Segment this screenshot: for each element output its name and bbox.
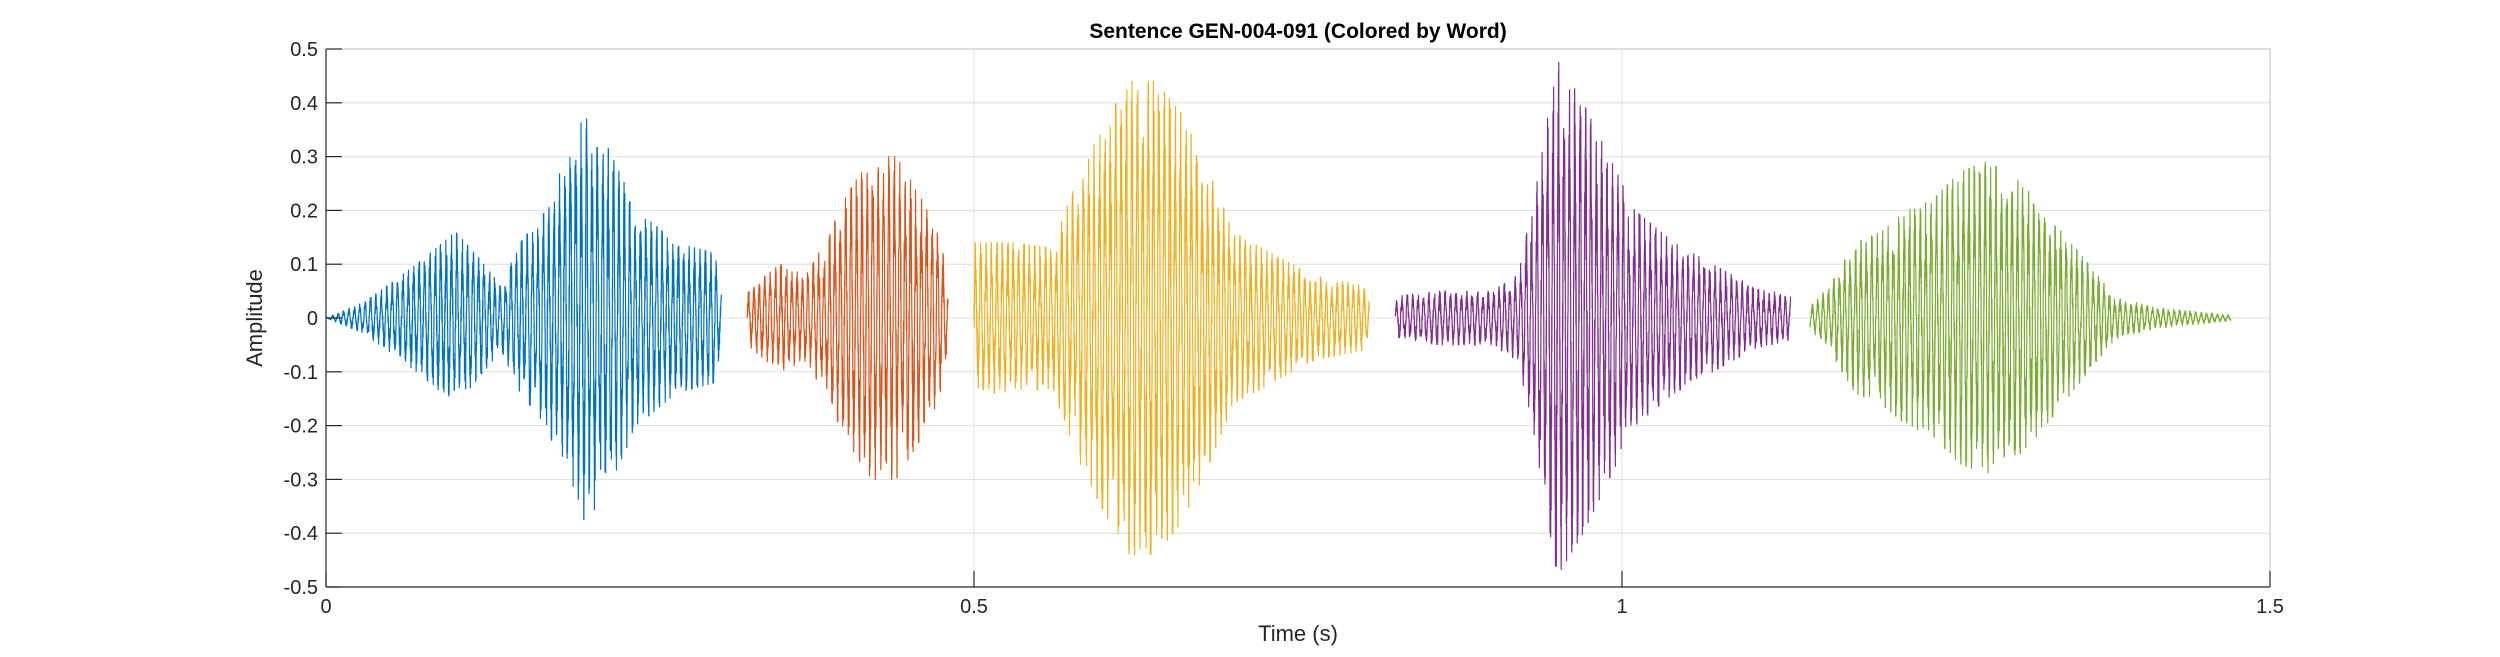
chart-title: Sentence GEN-004-091 (Colored by Word) — [1089, 20, 1506, 43]
y-tick-label: 0.2 — [290, 200, 318, 222]
y-tick-label: -0.2 — [284, 416, 318, 438]
tick-label-layer: 0 0.5 1 1.5 0.5 0.4 0.3 0.2 0.1 0 -0.1 -0.2 -0.3 -0.4… — [284, 39, 2284, 618]
y-tick-label: 0.3 — [290, 147, 318, 169]
y-tick-label: 0 — [307, 308, 318, 330]
y-tick-label: 0.4 — [290, 93, 318, 115]
word-waveform-1 — [325, 118, 722, 521]
word-waveform-3 — [973, 80, 1370, 556]
y-axis-title: Amplitude — [242, 269, 267, 367]
x-tick-label: 0.5 — [960, 596, 988, 618]
y-tick-label: -0.1 — [284, 362, 318, 384]
y-tick-label: 0.5 — [290, 39, 318, 61]
x-tick-label: 1.5 — [2256, 596, 2284, 618]
word-waveform-5 — [1809, 161, 2232, 474]
word-waveform-2 — [746, 156, 949, 480]
x-tick-label: 1 — [1616, 596, 1627, 618]
y-tick-label: 0.1 — [290, 254, 318, 276]
y-tick-label: -0.3 — [284, 469, 318, 491]
y-tick-label: -0.5 — [284, 577, 318, 599]
series-layer — [325, 61, 2232, 571]
x-axis-title: Time (s) — [1258, 621, 1338, 646]
y-tick-label: -0.4 — [284, 523, 318, 545]
word-waveform-4 — [1394, 61, 1792, 571]
x-tick-label: 0 — [320, 596, 331, 618]
axis-layer — [325, 48, 2271, 588]
